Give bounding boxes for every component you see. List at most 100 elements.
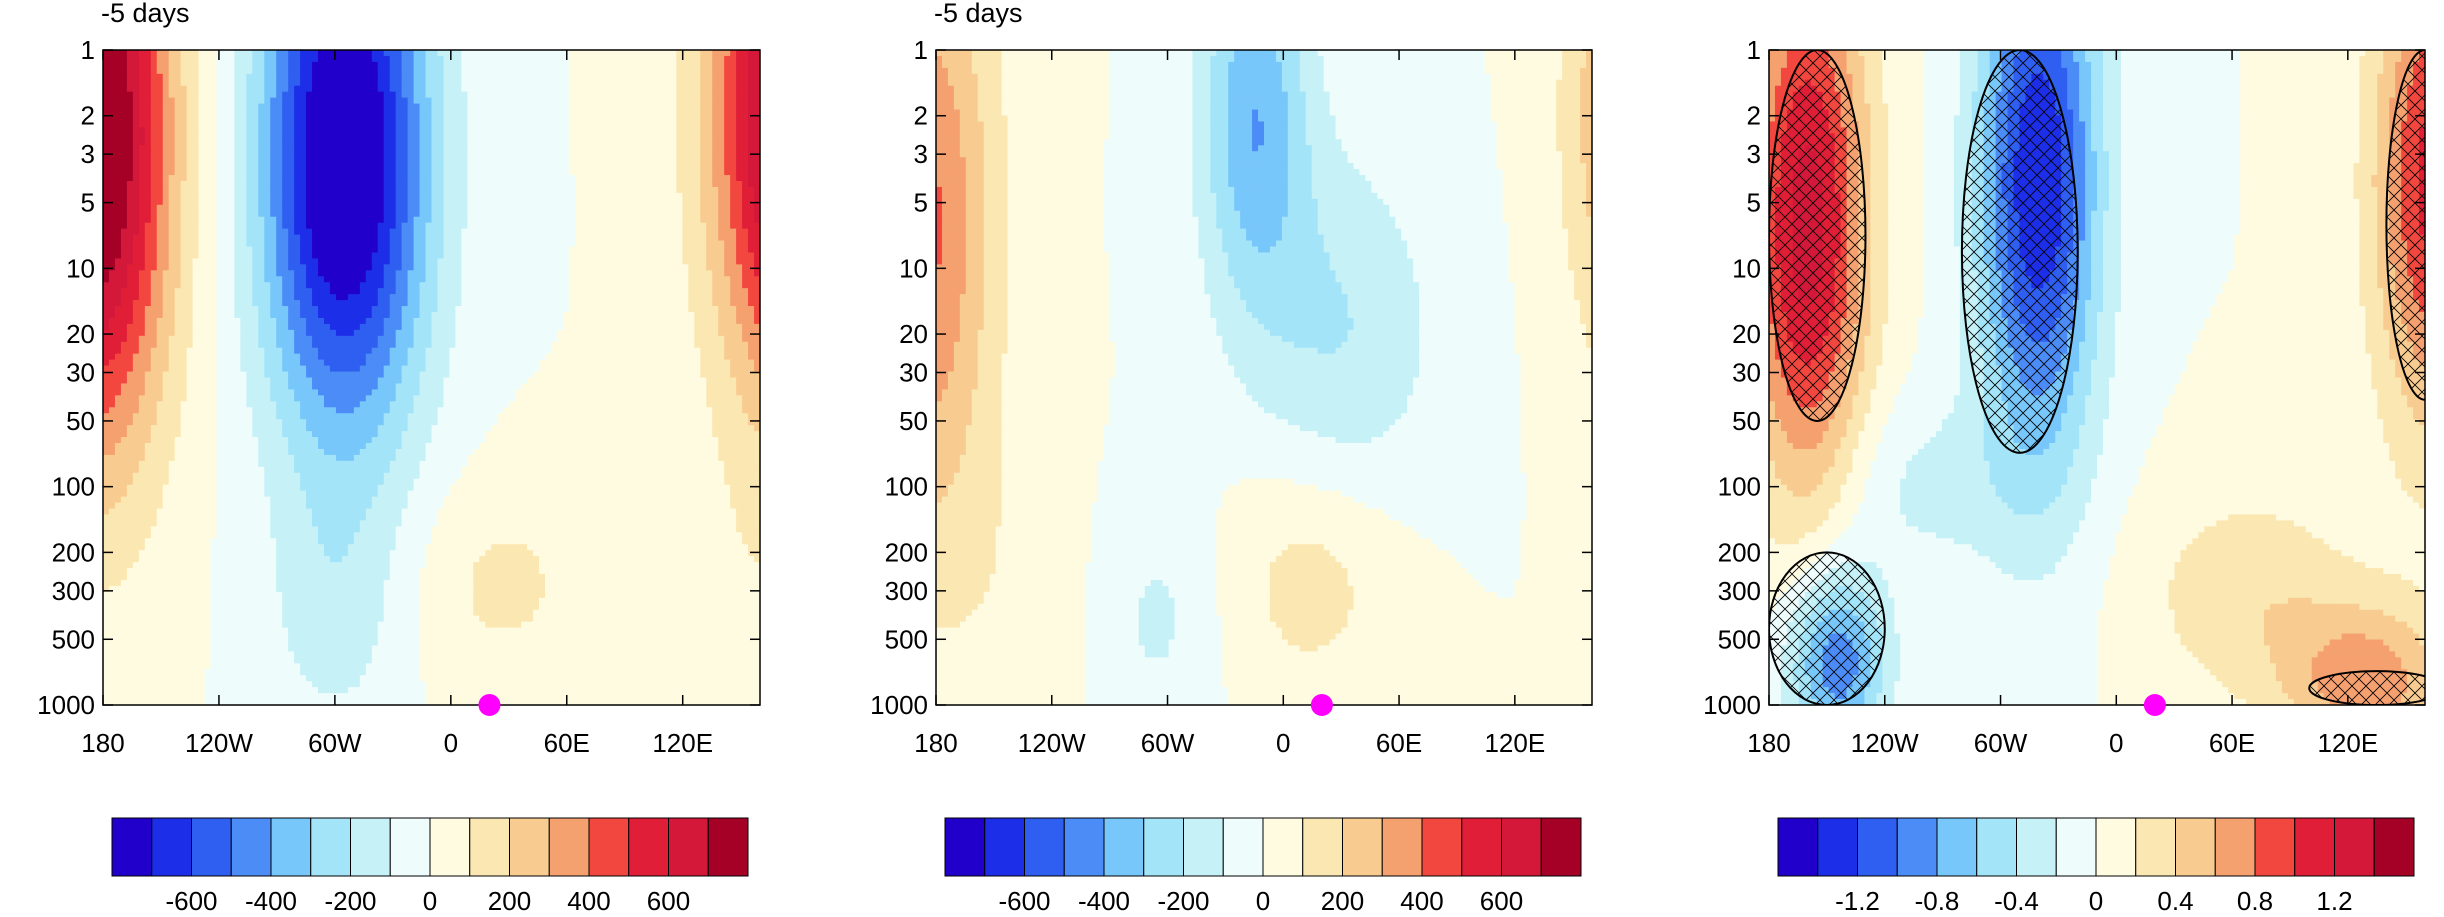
contour-cell	[276, 73, 283, 81]
contour-cell	[162, 163, 170, 170]
contour-cell	[467, 169, 474, 176]
contour-cell	[246, 145, 253, 152]
contour-cell	[108, 294, 116, 301]
contour-cell	[509, 300, 516, 307]
contour-cell	[556, 50, 564, 57]
contour-cell	[425, 55, 433, 63]
contour-cell	[544, 264, 552, 271]
contour-cell	[568, 282, 576, 289]
contour-cell	[210, 181, 218, 188]
contour-cell	[246, 109, 253, 117]
contour-cell	[288, 234, 295, 242]
contour-cell	[539, 169, 546, 176]
contour-cell	[186, 198, 194, 206]
contour-cell	[389, 50, 397, 57]
contour-cell	[634, 61, 642, 69]
contour-cell	[449, 264, 456, 271]
contour-cell	[270, 103, 277, 111]
contour-cell	[682, 163, 689, 170]
contour-cell	[568, 73, 576, 81]
contour-cell	[359, 317, 367, 325]
contour-cell	[108, 222, 116, 230]
contour-cell	[688, 109, 695, 117]
contour-cell	[120, 109, 128, 117]
contour-cell	[210, 121, 218, 128]
contour-cell	[180, 97, 188, 105]
contour-cell	[347, 198, 355, 206]
contour-cell	[210, 258, 218, 265]
contour-cell	[222, 240, 230, 248]
contour-cell	[270, 240, 277, 248]
contour-cell	[312, 306, 319, 313]
contour-cell	[234, 85, 241, 93]
contour-cell	[318, 115, 325, 123]
contour-cell	[240, 91, 247, 99]
contour-cell	[736, 73, 743, 81]
contour-cell	[114, 91, 122, 99]
contour-cell	[539, 97, 546, 105]
contour-cell	[306, 282, 313, 289]
contour-cell	[180, 50, 188, 57]
contour-cell	[114, 204, 122, 212]
contour-cell	[180, 79, 188, 87]
contour-cell	[312, 282, 319, 289]
contour-cell	[539, 294, 546, 301]
contour-cell	[449, 222, 456, 230]
contour-cell	[652, 210, 660, 218]
contour-cell	[204, 258, 212, 265]
contour-cell	[544, 139, 552, 146]
contour-cell	[640, 139, 648, 146]
contour-cell	[580, 163, 588, 170]
contour-cell	[706, 240, 713, 248]
contour-cell	[688, 133, 695, 140]
contour-cell	[306, 133, 313, 140]
contour-cell	[509, 85, 516, 93]
contour-cell	[598, 210, 606, 218]
contour-cell	[443, 115, 451, 123]
contour-cell	[610, 163, 618, 170]
contour-cell	[682, 306, 689, 313]
contour-cell	[718, 300, 725, 307]
contour-cell	[108, 210, 116, 218]
contour-cell	[718, 163, 725, 170]
contour-cell	[300, 252, 307, 259]
contour-cell	[509, 181, 516, 188]
contour-cell	[341, 198, 349, 206]
contour-cell	[724, 294, 731, 301]
contour-cell	[216, 270, 224, 277]
contour-cell	[359, 270, 367, 277]
contour-cell	[694, 145, 701, 152]
contour-cell	[742, 61, 749, 69]
contour-cell	[598, 169, 606, 176]
contour-cell	[754, 246, 760, 254]
contour-cell	[359, 97, 367, 105]
contour-cell	[318, 181, 325, 188]
contour-cell	[616, 163, 624, 170]
contour-cell	[586, 210, 594, 218]
contour-cell	[700, 264, 707, 271]
contour-cell	[258, 139, 265, 146]
contour-cell	[640, 145, 648, 152]
contour-cell	[168, 288, 176, 295]
contour-cell	[401, 270, 409, 277]
contour-cell	[329, 175, 337, 182]
contour-cell	[544, 300, 552, 307]
contour-cell	[724, 204, 731, 212]
contour-cell	[467, 252, 474, 259]
contour-cell	[371, 264, 379, 271]
contour-cell	[556, 55, 564, 63]
contour-cell	[700, 312, 707, 319]
contour-cell	[282, 294, 289, 301]
contour-cell	[497, 145, 504, 152]
contour-cell	[120, 240, 128, 248]
contour-cell	[748, 294, 755, 301]
contour-cell	[192, 294, 200, 301]
contour-cell	[730, 91, 737, 99]
contour-cell	[503, 91, 510, 99]
contour-cell	[114, 270, 122, 277]
contour-cell	[724, 109, 731, 117]
contour-cell	[616, 79, 624, 87]
contour-cell	[485, 97, 492, 105]
contour-cell	[574, 240, 582, 248]
contour-cell	[180, 169, 188, 176]
